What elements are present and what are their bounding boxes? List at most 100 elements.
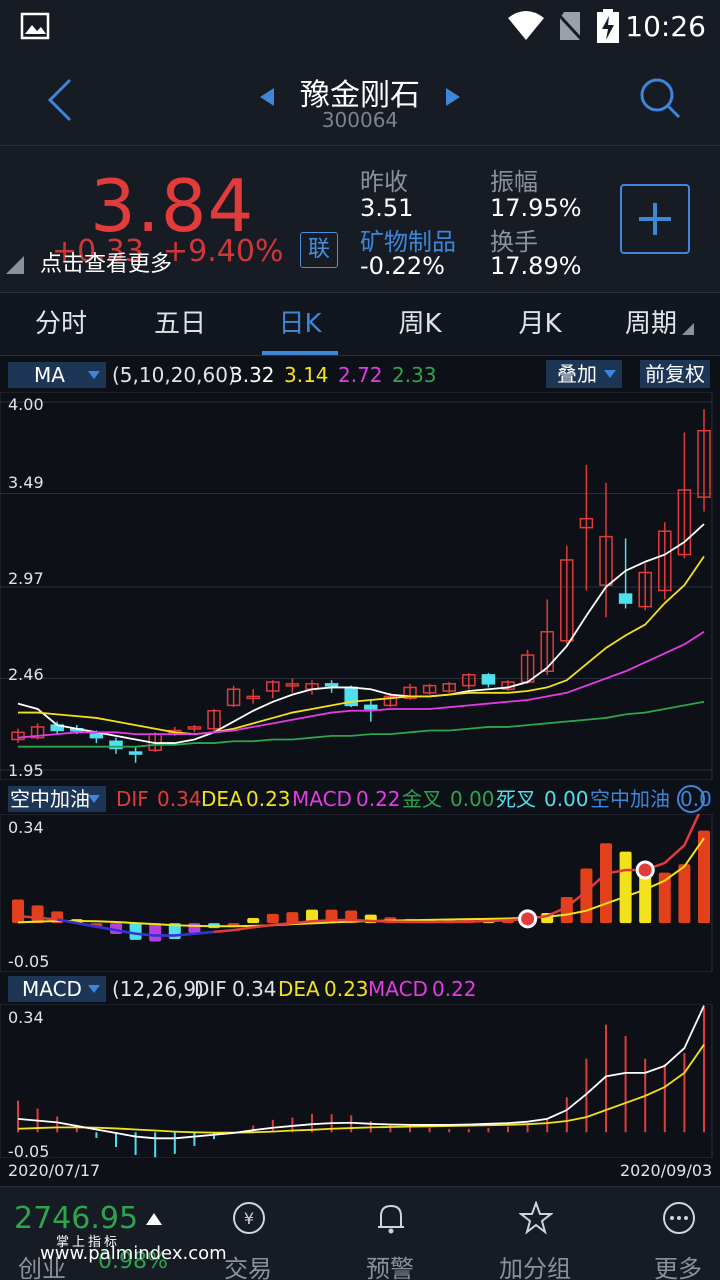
signal-bar: [600, 843, 612, 924]
refresh-circle-icon[interactable]: [676, 784, 706, 814]
index-name: 创业: [18, 1255, 66, 1280]
signal-bar: [129, 923, 142, 940]
nav-add-group[interactable]: 加分组: [475, 1187, 595, 1280]
macd-params: (12,26,9): [112, 977, 204, 1001]
prev-close-label: 昨收: [360, 168, 408, 196]
tab-monthly-k[interactable]: 月K: [518, 309, 562, 339]
candle-body: [364, 704, 378, 710]
macd-frame: [0, 1004, 713, 1158]
nav-trade[interactable]: ¥ 交易: [188, 1187, 308, 1280]
plus-icon: [639, 203, 671, 235]
macd-dif-label: DIF: [194, 977, 227, 1001]
svg-text:¥: ¥: [244, 1209, 254, 1228]
no-sim-icon: [556, 12, 584, 42]
linked-badge[interactable]: 联: [300, 232, 338, 268]
candle-body: [638, 571, 652, 608]
signal-dif-value: 0.34: [157, 787, 202, 811]
macd-selector[interactable]: MACD: [8, 976, 106, 1002]
add-watchlist-button[interactable]: [620, 184, 690, 254]
gold-cross-value: 0.00: [450, 787, 495, 811]
macd-chart[interactable]: [0, 1004, 720, 1158]
stock-code: 300064: [321, 108, 399, 132]
price-change: +0.33 +9.40%: [52, 234, 283, 269]
macd-macd-label: MACD: [368, 977, 428, 1001]
ma-params: (5,10,20,60): [112, 363, 236, 387]
refuel-marker: [518, 909, 538, 929]
prev-close-value: 3.51: [360, 194, 414, 222]
signal-bar: [639, 868, 652, 924]
kline-axis-4: 2.46: [8, 665, 44, 684]
tab-daily-k[interactable]: 日K: [278, 309, 322, 339]
prev-stock-icon[interactable]: [260, 88, 274, 106]
macd-macd-value: 0.22: [432, 977, 477, 1001]
candle-body: [187, 726, 202, 730]
sector-label[interactable]: 矿物制品: [360, 228, 456, 256]
signal-bar: [247, 918, 260, 924]
battery-charging-icon: [597, 9, 619, 43]
chevron-down-icon: [88, 985, 100, 993]
start-date: 2020/07/17: [8, 1161, 101, 1180]
ma20-line: [17, 631, 705, 739]
chevron-down-icon: [88, 371, 100, 379]
death-cross-value: 0.00: [544, 787, 589, 811]
wifi-icon: [508, 11, 544, 40]
candle-body: [207, 710, 221, 730]
macd-dea-label: DEA: [278, 977, 320, 1001]
candle-body: [442, 683, 456, 692]
status-bar: 10:26: [0, 0, 720, 54]
change-value: +0.33: [52, 234, 144, 269]
signal-frame: [0, 814, 713, 972]
corner-triangle-icon: [6, 256, 24, 274]
amplitude-value: 17.95%: [490, 194, 582, 222]
refuel-marker: [635, 860, 655, 880]
signal-axis-bottom: -0.05: [8, 952, 50, 971]
macd-indicator-bar: MACD (12,26,9) DIF 0.34 DEA 0.23 MACD 0.…: [0, 974, 720, 1004]
ma10-value: 3.14: [284, 363, 329, 387]
kline-axis-3: 2.97: [8, 569, 44, 588]
signal-macd-value: 0.22: [356, 787, 401, 811]
nav-alert[interactable]: 预警: [330, 1187, 450, 1280]
ma60-line: [18, 700, 705, 748]
ma20-value: 2.72: [338, 363, 383, 387]
candle-body: [540, 631, 554, 673]
tab-weekly-k[interactable]: 周K: [398, 309, 442, 339]
overlay-button[interactable]: 叠加: [546, 360, 622, 388]
more-icon: [663, 1202, 695, 1234]
nav-more-label: 更多: [654, 1255, 702, 1280]
gallery-notification-icon: [20, 12, 50, 40]
star-icon: [519, 1201, 553, 1235]
candle-body: [383, 695, 398, 707]
watermark: www.palmindex.com: [40, 1243, 227, 1264]
ma-selector[interactable]: MA: [8, 362, 106, 388]
candle-body: [246, 695, 260, 700]
signal-bar: [12, 899, 24, 924]
candle-body: [618, 593, 633, 604]
quote-panel[interactable]: 3.84 +0.33 +9.40% 点击查看更多 联 昨收 3.51 矿物制品 …: [0, 146, 720, 292]
nav-add-group-label: 加分组: [499, 1255, 571, 1280]
tab-five-day[interactable]: 五日: [153, 309, 206, 339]
signal-chart[interactable]: [0, 814, 720, 972]
signal-bar: [658, 872, 671, 924]
ma-indicator-bar: MA (5,10,20,60) 3.32 3.14 2.72 2.33: [0, 360, 720, 390]
index-change: 0.98%: [98, 1249, 168, 1274]
next-stock-icon[interactable]: [446, 88, 460, 106]
kline-chart[interactable]: [0, 392, 720, 780]
air-refuel-value: 0.0: [680, 787, 712, 811]
period-dropdown-icon: [682, 323, 694, 335]
more-info-tooltip[interactable]: 点击查看更多: [40, 252, 173, 277]
adjust-button[interactable]: 前复权: [640, 360, 710, 388]
stock-header: 豫金刚石 300064: [0, 54, 720, 146]
back-icon[interactable]: [46, 78, 74, 122]
search-icon[interactable]: [638, 76, 682, 120]
tab-intraday[interactable]: 分时: [34, 309, 87, 339]
chevron-down-icon: [88, 795, 100, 803]
index-ticker[interactable]: 2746.95 掌上指标 创业 0.98% www.palmindex.com: [0, 1187, 227, 1280]
nav-more[interactable]: 更多: [618, 1187, 720, 1280]
signal-bar: [678, 864, 691, 924]
signal-selector[interactable]: 空中加油: [8, 786, 106, 812]
signal-bar: [188, 923, 201, 934]
signal-macd-label: MACD: [292, 787, 352, 811]
tab-period[interactable]: 周期: [624, 309, 677, 339]
signal-dea-value: 0.23: [246, 787, 291, 811]
